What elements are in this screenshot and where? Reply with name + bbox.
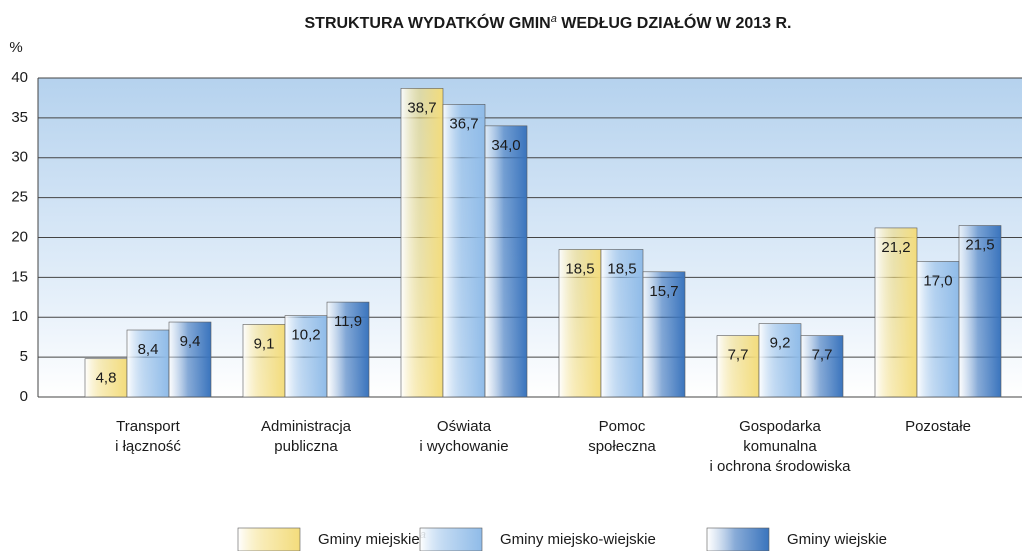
- value-label: 7,7: [812, 347, 833, 364]
- value-label: 21,2: [881, 239, 910, 256]
- value-label: 4,8: [96, 370, 117, 387]
- y-tick-label: 10: [11, 308, 28, 325]
- value-label: 9,2: [770, 335, 791, 352]
- value-label: 11,9: [334, 313, 362, 330]
- bar: [800, 335, 844, 398]
- chart-title: STRUKTURA WYDATKÓW GMINa WEDŁUG DZIAŁÓW …: [305, 13, 792, 32]
- x-tick-line: komunalna: [743, 438, 817, 455]
- x-tick-line: Oświata: [437, 418, 492, 435]
- bar: [716, 335, 760, 398]
- value-label: 10,2: [291, 327, 320, 344]
- value-label: 18,5: [565, 260, 594, 277]
- title-superscript: a: [551, 13, 557, 25]
- x-tick-line: i łączność: [115, 438, 181, 455]
- bar: [326, 301, 370, 398]
- value-label: 9,4: [180, 333, 201, 350]
- legend-label: Gminy wiejskie: [787, 531, 887, 548]
- bar: [758, 323, 802, 398]
- legend-swatch: [706, 527, 770, 551]
- x-tick-line: i wychowanie: [419, 438, 508, 455]
- y-tick-label: 35: [11, 109, 28, 126]
- bar: [168, 321, 212, 398]
- x-tick-line: Transport: [116, 418, 180, 435]
- x-tick-line: Gospodarka: [739, 418, 821, 435]
- bar: [558, 249, 602, 398]
- y-axis-label: %: [9, 39, 22, 56]
- x-tick-label: Administracja publiczna: [261, 418, 352, 455]
- x-tick-label: Transport i łączność: [115, 418, 181, 455]
- x-tick-label: Oświata i wychowanie: [419, 418, 508, 455]
- bar: [126, 329, 170, 398]
- value-label: 36,7: [449, 115, 478, 132]
- legend-name: Gminy wiejskie: [787, 531, 887, 548]
- bar: [484, 125, 528, 398]
- bar: [284, 315, 328, 398]
- legend-swatch: [419, 527, 483, 551]
- y-tick-label: 25: [11, 189, 28, 206]
- legend-name: Gminy miejsko-wiejskie: [500, 531, 656, 548]
- bar: [242, 324, 286, 398]
- x-tick-label: Pozostałe: [905, 418, 971, 435]
- x-tick-line: społeczna: [588, 438, 656, 455]
- y-tick-label: 20: [11, 228, 28, 245]
- value-label: 34,0: [491, 137, 520, 154]
- value-label: 38,7: [407, 99, 436, 116]
- legend-name: Gminy miejskie: [318, 531, 420, 548]
- value-label: 15,7: [649, 283, 678, 300]
- y-tick-label: 30: [11, 149, 28, 166]
- title-part: STRUKTURA WYDATKÓW GMIN: [305, 13, 551, 32]
- x-tick-label: Pomoc społeczna: [588, 418, 656, 455]
- bar: [442, 104, 486, 398]
- legend-swatch: [237, 527, 301, 551]
- y-tick-label: 15: [11, 268, 28, 285]
- bar: [84, 358, 128, 398]
- x-tick-line: Administracja: [261, 418, 352, 435]
- bar: [600, 249, 644, 398]
- value-label: 21,5: [965, 237, 994, 254]
- bar: [958, 225, 1002, 398]
- x-tick-line: Pomoc: [599, 418, 646, 435]
- value-label: 17,0: [923, 272, 952, 289]
- x-tick-line: publiczna: [274, 438, 338, 455]
- value-label: 8,4: [138, 341, 159, 358]
- x-tick-line: i ochrona środowiska: [710, 458, 852, 475]
- y-tick-label: 5: [20, 348, 28, 365]
- y-tick-label: 40: [11, 69, 28, 86]
- bar: [642, 271, 686, 398]
- bar: [400, 88, 444, 398]
- title-part: WEDŁUG DZIAŁÓW W 2013 R.: [557, 13, 792, 32]
- value-label: 7,7: [728, 347, 749, 364]
- y-tick-label: 0: [20, 388, 28, 405]
- x-tick-line: Pozostałe: [905, 418, 971, 435]
- bar: [916, 261, 960, 398]
- value-label: 9,1: [254, 335, 275, 352]
- value-label: 18,5: [607, 260, 636, 277]
- legend-label: Gminy miejskiea: [318, 529, 426, 548]
- x-tick-label: Gospodarka komunalna i ochrona środowiska: [710, 418, 852, 475]
- legend-label: Gminy miejsko-wiejskie: [500, 531, 656, 548]
